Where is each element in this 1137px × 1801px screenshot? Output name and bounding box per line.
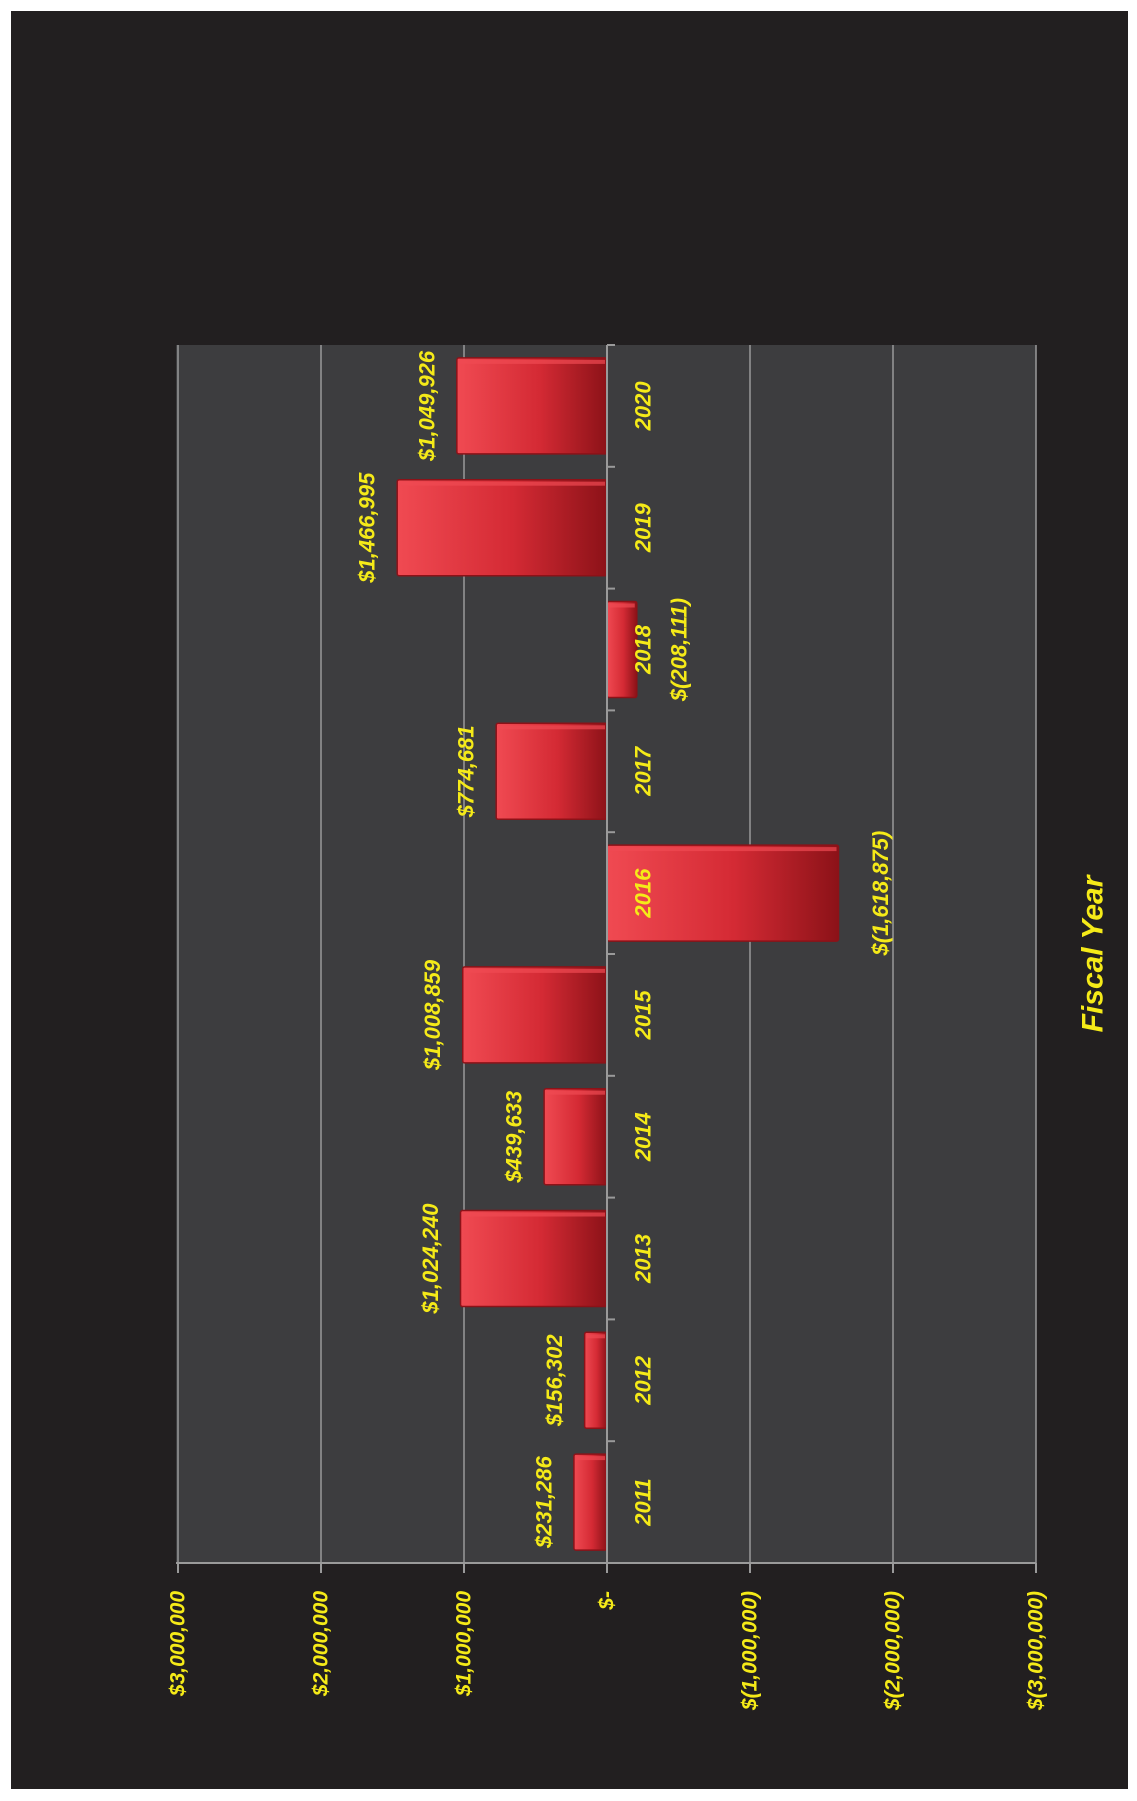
category-label-2012: 2012 bbox=[631, 1355, 656, 1406]
bar-2014 bbox=[543, 1087, 608, 1186]
category-label-2011: 2011 bbox=[631, 1478, 656, 1526]
bar-2015 bbox=[461, 966, 608, 1064]
bar-highlight-2015 bbox=[464, 968, 605, 973]
data-label-2014: $439,633 bbox=[502, 1091, 527, 1184]
data-label-2019: $1,466,995 bbox=[355, 472, 380, 584]
bar-2013 bbox=[459, 1209, 608, 1308]
category-label-2016: 2016 bbox=[631, 868, 656, 919]
category-label-2015: 2015 bbox=[631, 990, 656, 1041]
value-tick-label: $(2,000,000) bbox=[882, 1591, 905, 1711]
data-label-2012: $156,302 bbox=[542, 1334, 567, 1428]
category-axis-title: Fiscal Year bbox=[1077, 873, 1110, 1032]
bar-2019 bbox=[396, 478, 608, 577]
bars bbox=[396, 357, 840, 1551]
value-tick-label: $- bbox=[596, 1591, 619, 1611]
data-label-2020: $1,049,926 bbox=[414, 350, 439, 462]
labels: $3,000,000 $2,000,000 $1,000,000 $- $(1,000,… bbox=[167, 350, 1110, 1711]
category-label-2018: 2018 bbox=[631, 624, 656, 675]
bar-2020 bbox=[456, 357, 608, 455]
data-label-2016: $(1,618,875) bbox=[868, 831, 893, 957]
bar-2012 bbox=[583, 1331, 608, 1430]
bar-highlight-2018 bbox=[609, 603, 635, 608]
bar-highlight-2016 bbox=[609, 847, 837, 852]
value-tick-label: $2,000,000 bbox=[310, 1591, 333, 1697]
bar-highlight-2012 bbox=[586, 1334, 605, 1339]
bar-highlight-2020 bbox=[458, 359, 605, 364]
data-label-2017: $774,681 bbox=[454, 725, 479, 818]
bar-highlight-2019 bbox=[399, 481, 605, 486]
data-label-2011: $231,286 bbox=[531, 1455, 556, 1549]
bar-2017 bbox=[495, 722, 608, 821]
bar-highlight-2011 bbox=[575, 1456, 605, 1461]
bar-2011 bbox=[573, 1453, 608, 1551]
data-label-2018: $(208,111) bbox=[666, 598, 691, 702]
bar-highlight-2017 bbox=[498, 725, 605, 730]
category-label-2013: 2013 bbox=[631, 1234, 656, 1284]
category-label-2019: 2019 bbox=[631, 502, 656, 553]
category-label-2014: 2014 bbox=[631, 1112, 656, 1162]
value-tick-label: $3,000,000 bbox=[167, 1591, 190, 1697]
bar-highlight-2014 bbox=[546, 1090, 605, 1095]
axes bbox=[176, 344, 1037, 1573]
value-tick-label: $(1,000,000) bbox=[739, 1591, 762, 1711]
data-label-2013: $1,024,240 bbox=[418, 1203, 443, 1315]
category-label-2017: 2017 bbox=[631, 745, 656, 797]
category-label-2020: 2020 bbox=[631, 381, 656, 432]
value-tick-label: $(3,000,000) bbox=[1025, 1591, 1048, 1711]
data-label-2015: $1,008,859 bbox=[420, 959, 445, 1071]
bar-highlight-2013 bbox=[462, 1212, 605, 1217]
gridlines bbox=[177, 345, 1037, 1563]
value-tick-label: $1,000,000 bbox=[453, 1591, 476, 1697]
